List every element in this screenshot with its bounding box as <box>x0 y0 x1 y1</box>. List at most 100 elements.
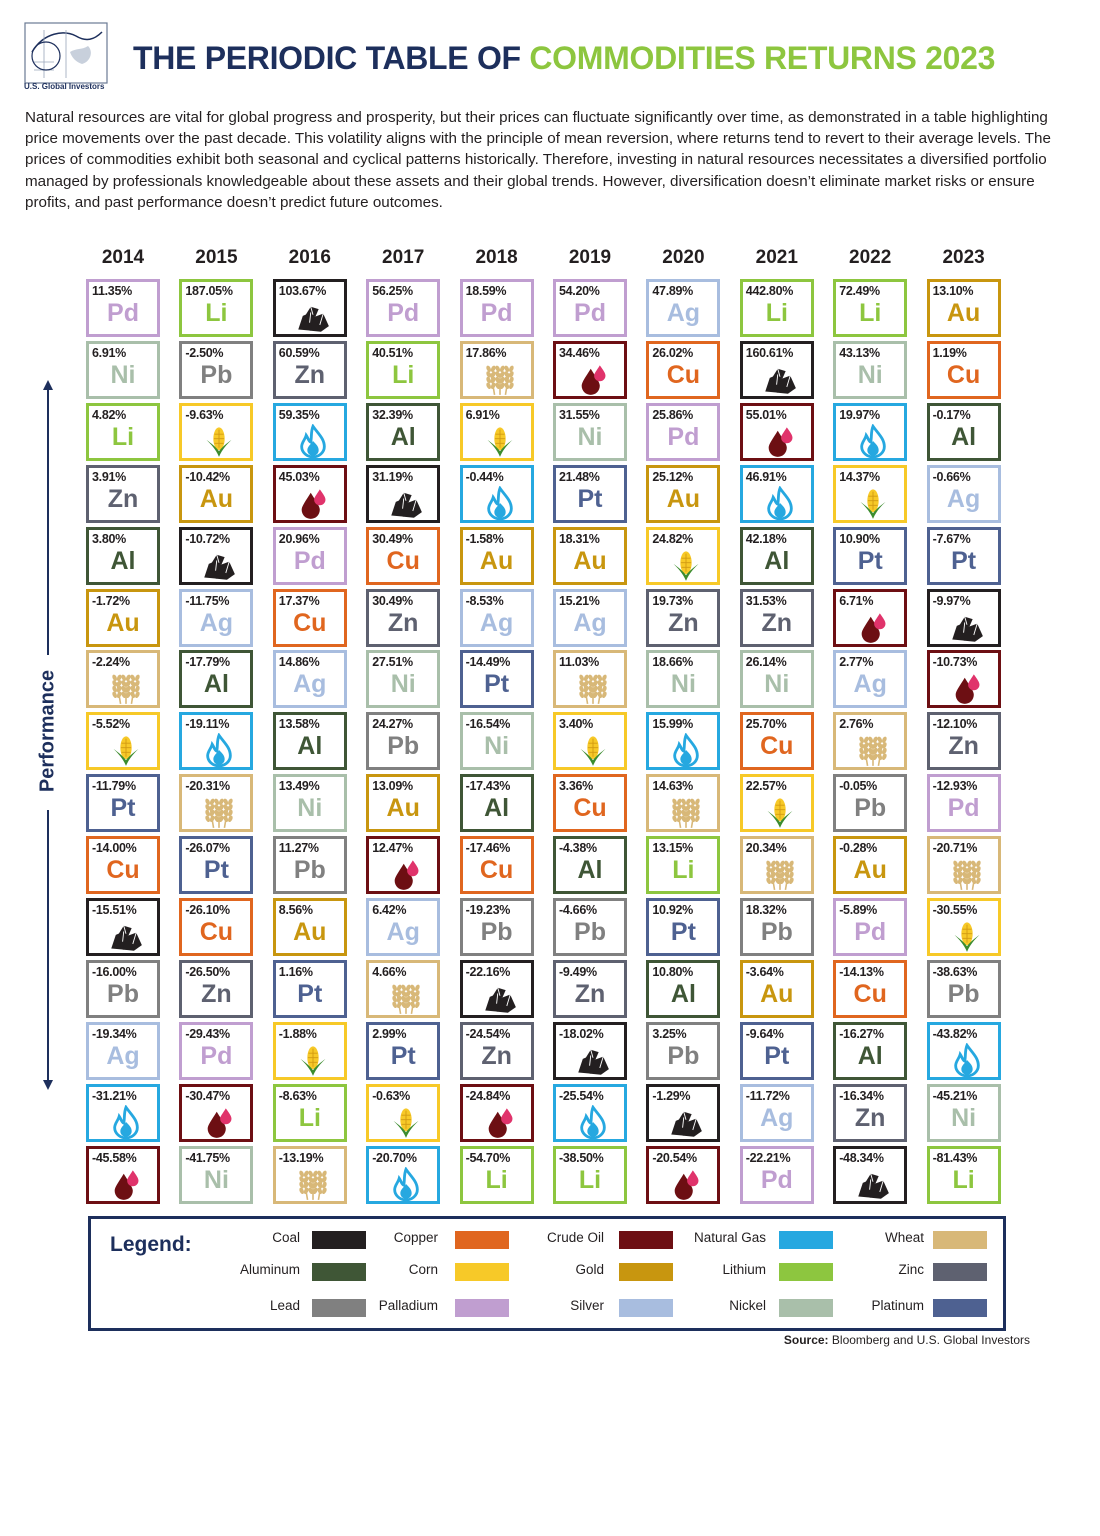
return-value: -20.70% <box>372 1150 417 1165</box>
element-symbol: Ni <box>857 360 883 389</box>
cell: 14.86% Ag <box>272 650 347 709</box>
return-value: -22.21% <box>745 1150 791 1165</box>
element-symbol: Ag <box>386 918 420 946</box>
return-value: -45.58% <box>92 1150 137 1165</box>
return-value: 14.63% <box>652 779 693 794</box>
cell: -1.29% <box>646 1083 721 1142</box>
cell: -11.75% Ag <box>179 588 254 647</box>
return-value: 12.47% <box>372 841 413 856</box>
cell: 10.80% Al <box>646 959 721 1018</box>
cell: -30.47% <box>179 1083 254 1142</box>
legend-swatch <box>619 1299 673 1317</box>
cell: -20.71% <box>926 836 1001 895</box>
cell: -8.63% Li <box>272 1083 347 1142</box>
cell: -26.50% Zn <box>179 959 254 1018</box>
return-value: 30.49% <box>372 531 413 546</box>
cell: 11.03% <box>553 650 627 709</box>
element-symbol: Pt <box>110 794 136 823</box>
cell: -10.42% Au <box>179 464 254 523</box>
return-value: -10.42% <box>185 469 230 484</box>
cell: 103.67% <box>272 279 347 337</box>
return-value: -26.07% <box>185 841 230 856</box>
cell: 1.16% Pt <box>272 959 347 1018</box>
cell: -5.52% <box>86 712 160 771</box>
legend-swatch <box>455 1299 509 1317</box>
corn-icon <box>580 736 606 767</box>
element-symbol: Pb <box>667 1041 700 1070</box>
return-value: -25.54% <box>559 1088 604 1103</box>
element-symbol: Au <box>573 546 607 575</box>
element-symbol: Li <box>205 299 228 327</box>
corn-icon <box>206 427 232 457</box>
cell: 72.49% Li <box>833 279 908 337</box>
return-value: -1.58% <box>465 531 504 546</box>
return-value: -20.71% <box>932 841 978 856</box>
element-symbol: Au <box>293 918 327 946</box>
return-value: -9.63% <box>185 407 224 422</box>
return-value: -4.66% <box>559 903 597 917</box>
return-value: -9.64% <box>745 1026 784 1041</box>
cell: -12.93% Pd <box>926 774 1001 833</box>
return-value: -54.70% <box>465 1150 511 1165</box>
cell: 15.21% Ag <box>553 588 627 647</box>
element-symbol: Al <box>577 856 603 885</box>
cell: 40.51% Li <box>366 340 441 399</box>
return-value: 17.86% <box>465 345 507 360</box>
return-value: 18.32% <box>745 903 787 917</box>
return-value: -12.93% <box>932 779 978 794</box>
return-value: -11.79% <box>92 779 136 794</box>
element-symbol: Ag <box>199 608 234 637</box>
corn-icon <box>767 798 793 829</box>
cell: -38.63% Pb <box>926 959 1001 1018</box>
return-value: -17.43% <box>465 779 511 794</box>
cell: 14.37% <box>833 464 908 523</box>
return-value: 10.92% <box>652 903 693 917</box>
return-value: -11.72% <box>745 1088 790 1103</box>
legend-swatch <box>779 1231 833 1249</box>
return-value: -38.50% <box>559 1150 604 1165</box>
oil-icon <box>208 1108 232 1138</box>
element-symbol: Ag <box>853 670 887 699</box>
year-header: 2017 <box>382 247 425 268</box>
legend-swatch <box>619 1263 673 1281</box>
cell: 20.96% Pd <box>272 526 347 585</box>
gas-icon <box>767 485 793 520</box>
element-symbol: Li <box>672 856 695 885</box>
cell: -1.58% Au <box>459 526 534 585</box>
cell: -14.13% Cu <box>833 959 908 1018</box>
element-symbol: Pb <box>947 979 980 1008</box>
cell: 10.92% Pt <box>646 898 721 956</box>
return-value: 55.01% <box>745 407 787 422</box>
return-value: -16.27% <box>839 1026 884 1041</box>
cell: -4.38% Al <box>553 836 627 895</box>
element-symbol: Pt <box>764 1041 790 1070</box>
cell: 13.15% Li <box>646 836 721 895</box>
cell: -45.58% <box>86 1145 160 1204</box>
cell: 19.97% <box>833 402 908 461</box>
gas-icon <box>673 733 700 768</box>
return-value: -10.73% <box>932 655 978 670</box>
return-value: 17.37% <box>278 593 320 608</box>
cell: 2.77% Ag <box>833 650 908 709</box>
cell: 4.82% Li <box>86 402 160 461</box>
cell: 46.91% <box>739 464 814 523</box>
return-value: -9.97% <box>932 593 971 608</box>
return-value: 26.02% <box>652 345 693 360</box>
cell: -29.43% Pd <box>179 1021 254 1080</box>
cell: -9.64% Pt <box>739 1021 814 1080</box>
element-symbol: Pd <box>854 918 887 946</box>
cell: -45.21% Ni <box>926 1083 1001 1142</box>
return-value: 13.58% <box>278 717 320 732</box>
return-value: 26.14% <box>745 655 787 670</box>
legend-swatch <box>312 1231 366 1249</box>
return-value: -5.52% <box>92 717 130 732</box>
legend-label: Gold <box>575 1262 604 1277</box>
return-value: 20.34% <box>745 841 787 856</box>
element-symbol: Al <box>390 422 416 451</box>
return-value: 8.56% <box>278 903 313 917</box>
element-symbol: Ni <box>577 422 603 451</box>
return-value: -20.54% <box>652 1150 697 1165</box>
performance-arrow <box>43 380 53 1090</box>
cell: 187.05% Li <box>179 279 254 337</box>
